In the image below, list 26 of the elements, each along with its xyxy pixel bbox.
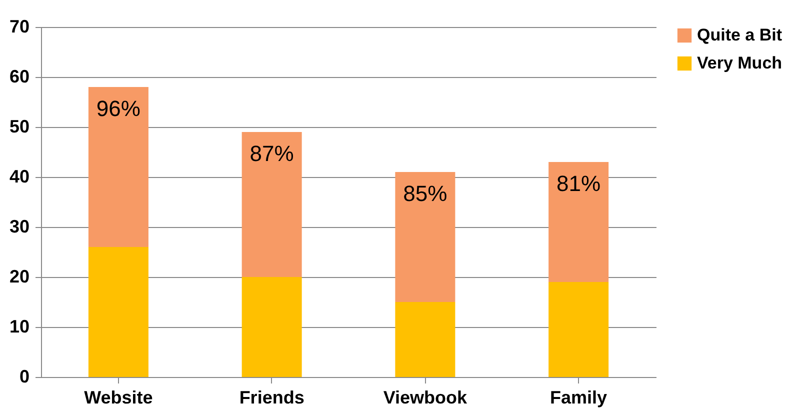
annotation: 81% [556,171,601,196]
legend-label: Very Much [697,54,782,72]
bar [395,302,456,377]
x-tick-label: Family [550,388,608,408]
legend-label: Quite a Bit [697,26,782,44]
annotation: 96% [96,96,140,121]
y-tick-label: 30 [9,216,30,236]
bar [88,87,148,247]
y-tick-label: 50 [9,116,30,136]
y-tick-label: 0 [19,366,30,386]
bar [548,282,609,377]
y-tick-label: 40 [9,166,30,186]
y-tick-label: 20 [9,266,30,286]
bar [548,162,609,282]
y-tick-label: 10 [9,316,30,336]
bar [395,172,456,302]
annotation: 85% [403,181,448,206]
y-tick-label: 60 [9,66,30,86]
bar [242,132,302,277]
x-tick-label: Website [84,388,153,408]
x-tick-label: Friends [239,388,304,408]
bar [242,277,302,377]
annotation: 87% [250,141,294,166]
bar [88,247,148,377]
x-tick-label: Viewbook [383,388,468,408]
y-tick-label: 70 [9,16,30,36]
